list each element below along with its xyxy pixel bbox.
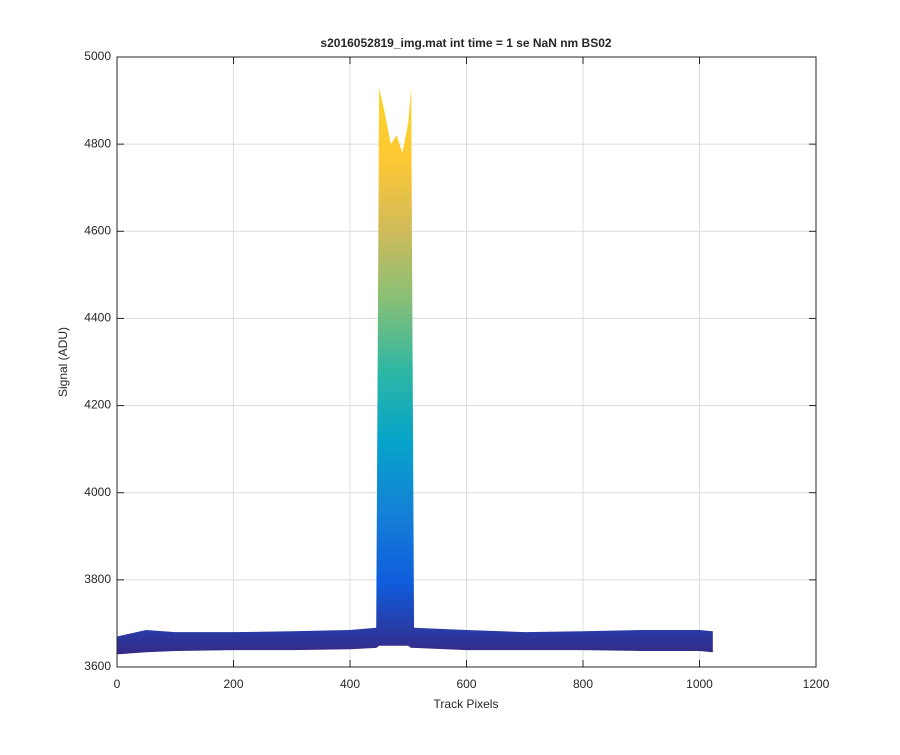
y-tick-label: 4600 [84,223,111,237]
x-tick-label: 0 [114,677,121,691]
y-tick-label: 3600 [84,659,111,673]
x-tick-label: 800 [573,677,593,691]
signal-lower-edge [116,644,713,655]
y-tick-label: 4000 [84,485,111,499]
y-axis-label: Signal (ADU) [56,327,70,397]
x-tick-label: 200 [223,677,243,691]
chart-title: s2016052819_img.mat int time = 1 se NaN … [320,36,611,50]
x-axis-label: Track Pixels [434,697,499,711]
x-tick-label: 400 [340,677,360,691]
x-tick-label: 1200 [803,677,830,691]
y-tick-label: 4800 [84,136,111,150]
y-tick-label: 4400 [84,311,111,325]
y-tick-label: 4200 [84,398,111,412]
y-tick-label: 3800 [84,572,111,586]
y-tick-label: 5000 [84,49,111,63]
x-tick-label: 1000 [686,677,713,691]
x-tick-label: 600 [456,677,476,691]
